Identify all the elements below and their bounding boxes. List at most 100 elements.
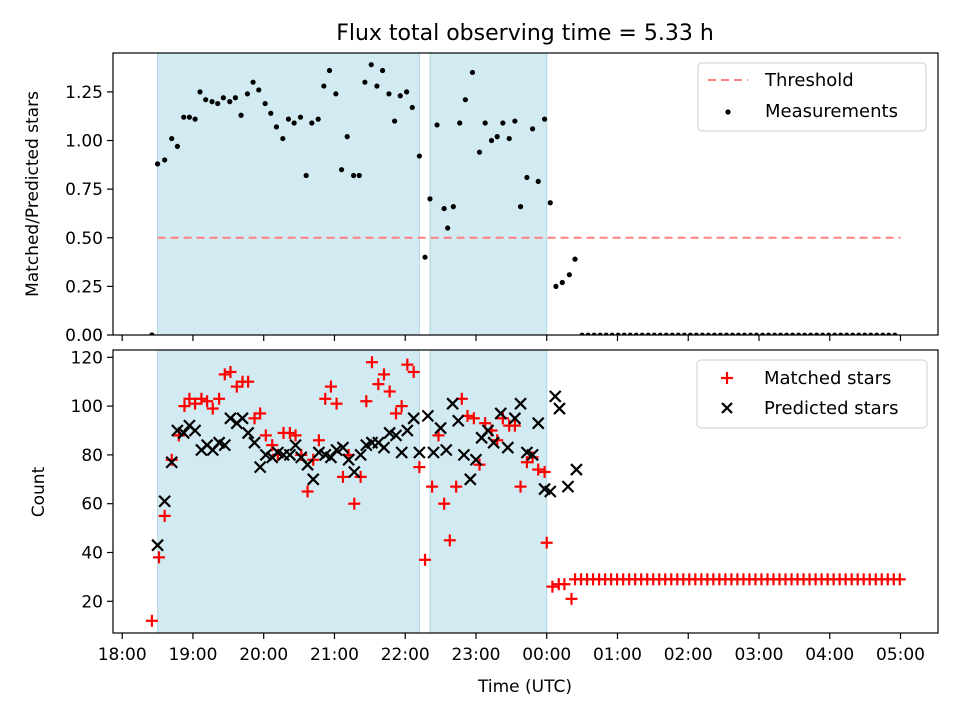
- predicted-star-marker: [401, 424, 414, 437]
- x-tick-label: 00:00: [522, 645, 571, 665]
- measurement-point: [450, 204, 456, 210]
- bottom-legend: Matched stars Predicted stars: [696, 359, 928, 429]
- predicted-star-marker: [218, 438, 232, 452]
- marker-stroke: [464, 473, 477, 486]
- measurement-point: [469, 69, 476, 76]
- marker-stroke: [224, 412, 237, 425]
- marker-stroke: [446, 397, 459, 410]
- marker-stroke: [526, 448, 539, 462]
- y-tick-label: 120: [71, 348, 103, 368]
- matched-star-marker: [565, 592, 578, 605]
- measurement-point: [280, 135, 286, 142]
- measurement-point: [181, 114, 187, 120]
- measurement-point: [303, 172, 309, 179]
- measurement-point: [517, 204, 524, 210]
- matched-star-marker: [413, 461, 426, 474]
- marker-stroke: [301, 458, 314, 471]
- matched-star-marker: [540, 536, 553, 549]
- marker-stroke: [294, 451, 308, 464]
- marker-stroke: [561, 480, 575, 493]
- measurement-point: [368, 62, 374, 68]
- measurement-point: [441, 205, 447, 212]
- marker-stroke: [548, 390, 562, 403]
- y-tick-label: 1.00: [65, 132, 103, 152]
- bottom-panel: 20 40 60 80 100 120 18:00 19:00 20:00 21:00 22:00…: [29, 348, 939, 697]
- measurement-point: [422, 254, 428, 260]
- predicted-star-marker: [377, 441, 391, 454]
- x-tick-label: 20:00: [239, 645, 288, 665]
- predicted-star-marker: [487, 436, 500, 449]
- marker-stroke: [383, 426, 396, 440]
- measurement-point: [326, 67, 333, 74]
- measurement-point: [174, 143, 180, 149]
- predicted-star-marker: [289, 438, 302, 452]
- y-tick-label: 0.00: [65, 326, 103, 346]
- marker-stroke: [395, 446, 408, 459]
- measurement-point: [547, 200, 553, 206]
- marker-stroke: [177, 426, 191, 440]
- marker-stroke: [531, 416, 545, 430]
- predicted-star-marker: [177, 426, 191, 440]
- top-x-ticks: [121, 335, 902, 341]
- y-tick-label: 20: [81, 592, 103, 612]
- marker-stroke: [520, 446, 534, 459]
- x-tick-label: 02:00: [664, 645, 713, 665]
- matched-star-marker: [514, 480, 527, 493]
- measurement-point: [244, 91, 251, 97]
- y-tick-label: 0.75: [65, 180, 103, 200]
- predicted-star-marker: [283, 448, 297, 462]
- marker-stroke: [347, 465, 361, 479]
- matched-star-marker: [360, 395, 373, 408]
- x-tick-label: 22:00: [381, 645, 430, 665]
- matched-star-marker: [289, 429, 302, 442]
- matched-star-marker: [348, 497, 361, 510]
- bottom-legend-frame: [696, 359, 928, 429]
- measurement-point: [457, 120, 463, 126]
- predicted-star-marker: [342, 453, 355, 467]
- y-tick-label: 100: [71, 397, 103, 417]
- y-tick-label: 1.25: [65, 83, 103, 103]
- shaded-span: [157, 350, 420, 633]
- measurement-point: [559, 279, 565, 286]
- marker-stroke: [508, 412, 522, 425]
- shaded-span: [157, 53, 420, 335]
- measurement-point: [162, 157, 168, 163]
- measurement-point: [386, 91, 392, 97]
- matched-star-marker: [152, 551, 165, 564]
- matched-star-marker: [377, 368, 390, 381]
- matched-star-marker: [546, 580, 559, 593]
- marker-stroke: [188, 424, 202, 437]
- matched-star-marker: [532, 463, 545, 476]
- predicted-star-marker: [543, 485, 557, 498]
- matched-star-marker: [283, 426, 296, 439]
- marker-stroke: [457, 448, 471, 462]
- measurement-point: [445, 225, 451, 231]
- matched-star-marker: [426, 480, 439, 493]
- marker-stroke: [318, 448, 332, 462]
- measurement-point: [397, 93, 403, 99]
- measurement-point: [215, 100, 221, 107]
- predicted-star-marker: [452, 414, 465, 428]
- measurement-point: [262, 100, 268, 107]
- matched-star-marker: [158, 509, 171, 522]
- matched-star-marker: [242, 375, 255, 388]
- measurement-point: [542, 116, 548, 122]
- shaded-span: [429, 350, 548, 633]
- matched-star-marker: [443, 534, 456, 547]
- marker-stroke: [413, 446, 426, 459]
- matched-star-marker: [178, 400, 191, 413]
- measurement-point: [524, 174, 530, 181]
- matched-star-marker: [319, 392, 332, 405]
- matched-star-marker: [266, 439, 279, 452]
- marker-stroke: [514, 397, 527, 410]
- matched-star-marker: [312, 434, 325, 447]
- marker-stroke: [253, 460, 267, 474]
- predicted-star-marker: [395, 446, 408, 459]
- predicted-star-marker: [347, 465, 361, 479]
- matched-star-marker: [467, 412, 480, 425]
- predicted-star-marker: [241, 426, 255, 440]
- measurement-point: [321, 83, 327, 89]
- marker-stroke: [553, 402, 566, 415]
- bottom-x-axis: 18:00 19:00 20:00 21:00 22:00 23:00 00:00 01:00…: [98, 633, 925, 665]
- matched-star-marker: [354, 470, 367, 483]
